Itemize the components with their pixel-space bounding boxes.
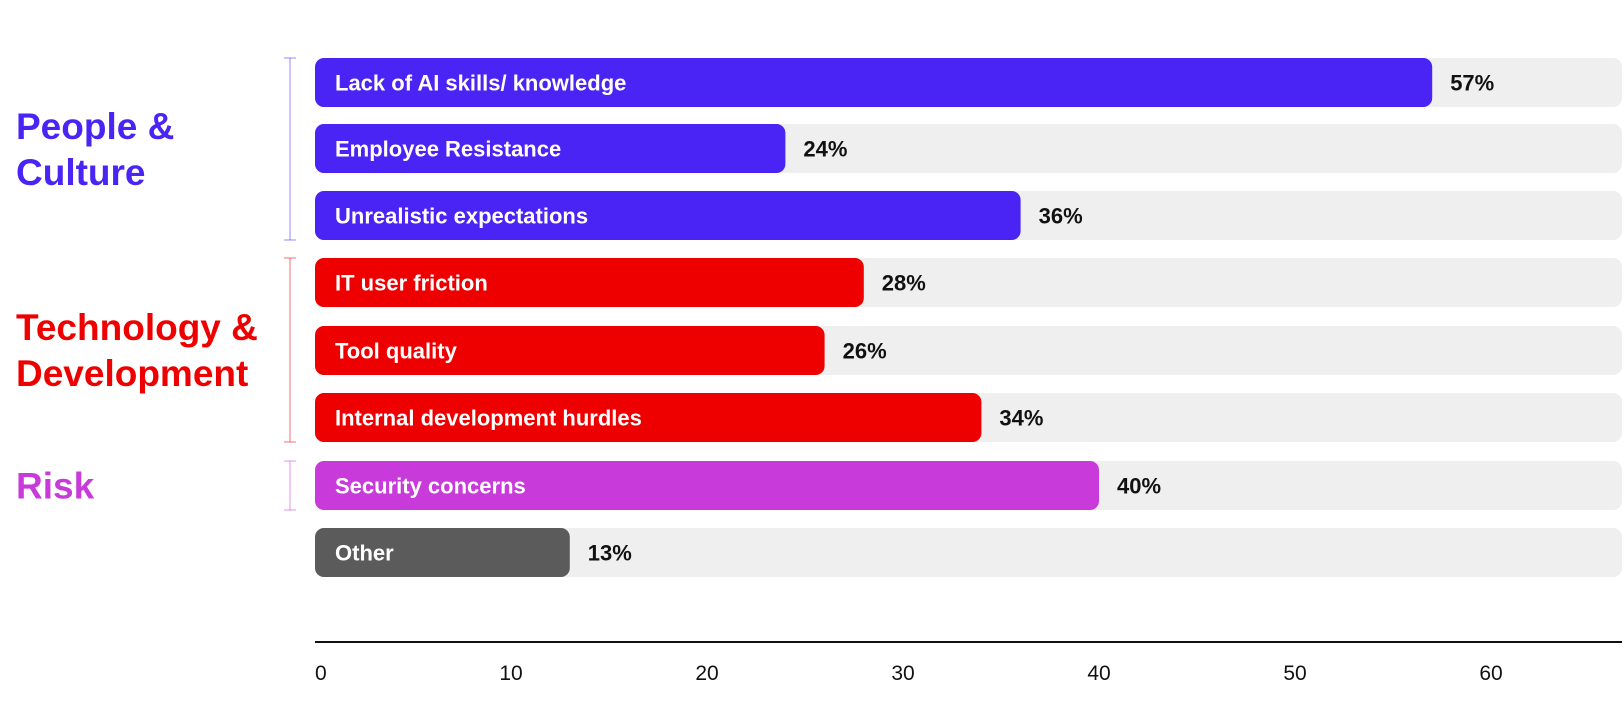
bar-value-label: 36% bbox=[1039, 204, 1083, 229]
bar bbox=[315, 191, 1021, 240]
bar bbox=[315, 58, 1433, 107]
bar-value-label: 40% bbox=[1117, 474, 1161, 499]
bar-category-label: Security concerns bbox=[335, 474, 526, 499]
bar-value-label: 34% bbox=[999, 406, 1043, 431]
bar-category-label: Internal development hurdles bbox=[335, 406, 642, 431]
bar bbox=[315, 528, 570, 577]
bar-category-label: Tool quality bbox=[335, 339, 458, 364]
group-label: People & bbox=[16, 106, 174, 147]
bar bbox=[315, 393, 982, 442]
bar bbox=[315, 124, 786, 173]
x-tick-label: 0 bbox=[315, 662, 327, 685]
x-tick-label: 50 bbox=[1283, 662, 1306, 685]
bar-value-label: 13% bbox=[588, 541, 632, 566]
bar bbox=[315, 461, 1099, 510]
x-tick-label: 30 bbox=[891, 662, 914, 685]
x-tick-label: 60 bbox=[1479, 662, 1502, 685]
bar-category-label: Unrealistic expectations bbox=[335, 204, 588, 229]
x-tick-label: 40 bbox=[1087, 662, 1110, 685]
bar-category-label: IT user friction bbox=[335, 271, 488, 296]
group-label: Risk bbox=[16, 466, 95, 507]
bar-value-label: 26% bbox=[843, 339, 887, 364]
bar-value-label: 24% bbox=[803, 137, 847, 162]
group-label: Technology & bbox=[16, 307, 258, 348]
group-label: Culture bbox=[16, 152, 146, 193]
bar-category-label: Lack of AI skills/ knowledge bbox=[335, 71, 626, 96]
bar-category-label: Other bbox=[335, 541, 394, 566]
bar bbox=[315, 326, 825, 375]
group-label: Development bbox=[16, 353, 248, 394]
bar-category-label: Employee Resistance bbox=[335, 137, 561, 162]
x-tick-label: 10 bbox=[499, 662, 522, 685]
bar-value-label: 28% bbox=[882, 271, 926, 296]
bar-value-label: 57% bbox=[1450, 71, 1494, 96]
x-tick-label: 20 bbox=[695, 662, 718, 685]
bar-track bbox=[315, 528, 1622, 577]
bar bbox=[315, 258, 864, 307]
